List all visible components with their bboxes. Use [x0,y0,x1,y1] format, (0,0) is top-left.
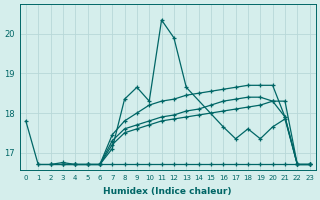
X-axis label: Humidex (Indice chaleur): Humidex (Indice chaleur) [103,187,232,196]
